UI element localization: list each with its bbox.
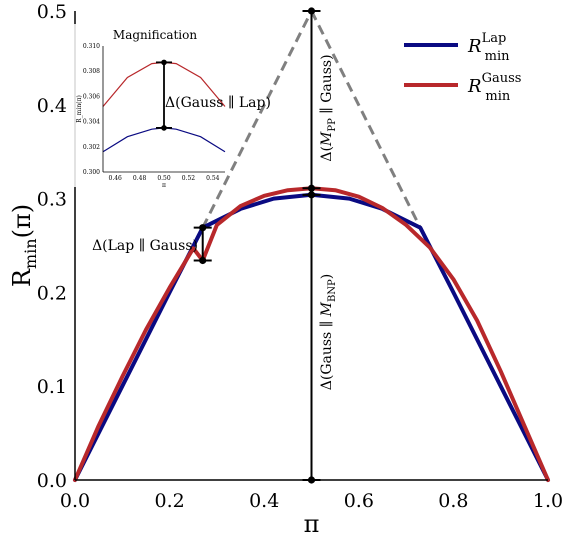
y-tick-label: 0.4 [37, 95, 67, 117]
interval-0-dot-high [199, 224, 207, 232]
y-axis-label: Rmin(π) [8, 204, 40, 287]
legend-label-1: RGauss min [467, 71, 521, 104]
legend-label-0: RLap min [467, 31, 510, 64]
interval-0 [193, 224, 212, 265]
inset-interval-dot-low [161, 125, 167, 131]
x-tick-label: 0.4 [249, 490, 279, 512]
x-axis-label: π [304, 510, 320, 538]
inset-y-tick-label: 0.308 [83, 68, 100, 75]
x-tick-label: 0.0 [60, 490, 90, 512]
dashed-guides [201, 10, 422, 229]
y-tick-label: 0.2 [37, 282, 67, 304]
inset-background [70, 24, 206, 187]
annotation-lap-gauss: Δ(Lap ∥ Gauss) [92, 238, 198, 254]
inset-x-tick-label: 0.50 [157, 175, 171, 182]
legend: RLap min RGauss min [404, 31, 521, 104]
interval-2 [302, 191, 321, 484]
y-tick-label: 0.3 [37, 189, 67, 211]
interval-2-dot-high [307, 191, 316, 199]
y-tick-label: 0.5 [37, 1, 67, 23]
inset-interval-dot-high [161, 59, 167, 66]
inset-title: Magnification [113, 28, 197, 42]
inset-y-tick-label: 0.304 [83, 119, 100, 126]
inset-y-tick-label: 0.300 [83, 169, 100, 176]
inset-magnification: Magnification 0.46 0.48 0.50 0.52 0.54 0.300 0.… [70, 24, 271, 189]
y-tick-label: 0.0 [37, 470, 67, 492]
inset-y-tick-label: 0.310 [83, 43, 100, 50]
dashed-guide-1 [310, 10, 422, 229]
inset-interval-label: Δ(Gauss ∥ Lap) [165, 95, 271, 111]
inset-interval [156, 59, 172, 131]
inset-x-tick-label: 0.52 [182, 175, 196, 182]
inset-x-tick-label: 0.46 [109, 175, 123, 182]
inset-y-tick-label: 0.302 [83, 144, 100, 151]
y-tick-label: 0.1 [37, 376, 67, 398]
axes: 0.0 0.2 0.4 0.6 0.8 1.0 0.0 0.1 0.2 0.3 0.4 0.5 π Rmi… [8, 1, 563, 538]
inset-y-tick-label: 0.306 [83, 93, 100, 100]
interval-markers [193, 7, 321, 484]
interval-1-dot-high [307, 7, 316, 15]
annotations: Δ(Lap ∥ Gauss) Δ(MPP ∥ Gauss) Δ(Gauss ∥ MB… [92, 54, 338, 390]
interval-1-dot-low [307, 184, 316, 192]
annotation-gauss-mbnp: Δ(Gauss ∥ MBNP) [319, 274, 338, 391]
x-tick-label: 0.2 [154, 490, 184, 512]
x-tick-label: 0.6 [344, 490, 374, 512]
inset-x-tick-label: 0.48 [133, 175, 147, 182]
x-tick-label: 1.0 [533, 490, 563, 512]
annotation-mpp-gauss: Δ(MPP ∥ Gauss) [319, 54, 338, 161]
inset-y-label: R_min(π) [76, 95, 83, 123]
inset-x-label: π [162, 182, 166, 189]
x-tick-label: 0.8 [438, 490, 468, 512]
series-line-gauss [73, 186, 550, 482]
inset-x-tick-label: 0.54 [206, 175, 220, 182]
dashed-guide-0 [201, 10, 313, 229]
interval-0-dot-low [199, 256, 207, 265]
interval-1 [302, 7, 321, 192]
